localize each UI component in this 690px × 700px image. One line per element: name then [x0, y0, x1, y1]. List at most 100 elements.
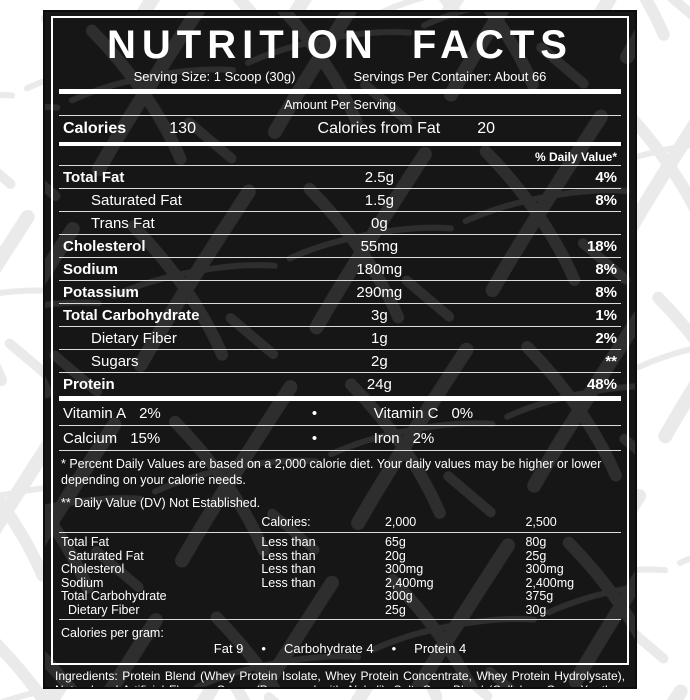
nutrient-dv: 18%: [586, 237, 617, 255]
vitamin-row-a-c: Vitamin A 2% • Vitamin C 0%: [59, 401, 621, 426]
bullet-separator: •: [391, 641, 397, 656]
reference-row-cholesterol: Cholesterol Less than 300mg 300mg: [59, 562, 621, 577]
ingredients-text: Ingredients: Protein Blend (Whey Protein…: [55, 669, 625, 687]
ref-value-2500: 2,400mg: [525, 575, 575, 590]
thick-rule: [59, 142, 621, 146]
nutrient-dv: 48%: [586, 376, 617, 393]
nutrient-label: Trans Fat: [91, 214, 155, 232]
ref-qualifier: Less than: [261, 562, 316, 576]
ref-label: Saturated Fat: [68, 548, 144, 563]
nutrient-dv: 4%: [595, 168, 617, 186]
ref-label: Total Carbohydrate: [61, 589, 167, 603]
daily-value-header: % Daily Value*: [534, 150, 617, 164]
ref-value-2000: 300mg: [384, 562, 424, 576]
thin-rule: [59, 532, 621, 533]
vitamin-c-label: Vitamin C: [373, 404, 439, 422]
nutrient-row-total-fat: Total Fat 2.5g 4%: [59, 166, 621, 189]
nutrient-label: Sodium: [63, 260, 118, 278]
nutrient-dv: **: [605, 352, 617, 370]
nutrition-label: NUTRITION FACTS Serving Size: 1 Scoop (3…: [43, 10, 637, 689]
ref-qualifier: [261, 590, 385, 604]
thick-rule: [59, 89, 621, 94]
vitamin-row-calcium-iron: Calcium 15% • Iron 2%: [59, 426, 621, 451]
nutrient-amount: 24g: [366, 376, 392, 393]
reference-table: Calories: 2,000 2,500 Total Fat Less tha…: [59, 512, 621, 620]
nutrient-row-saturated-fat: Saturated Fat 1.5g 8%: [59, 189, 621, 212]
ingredients-paragraph: Ingredients: Protein Blend (Whey Protein…: [55, 669, 625, 687]
ref-value-2000: 25g: [384, 602, 406, 617]
reference-row-saturated-fat: Saturated Fat Less than 20g 25g: [59, 548, 621, 564]
nutrient-label: Saturated Fat: [91, 191, 182, 209]
nutrient-label: Dietary Fiber: [91, 329, 177, 347]
calories-value: 130: [169, 120, 196, 137]
calories-per-gram-label: Calories per gram:: [61, 626, 164, 640]
nutrient-row-cholesterol: Cholesterol 55mg 18%: [59, 235, 621, 258]
daily-values-footnote: * Percent Daily Values are based on a 2,…: [61, 457, 602, 487]
calories-label: Calories: [63, 120, 127, 137]
facts-panel: NUTRITION FACTS Serving Size: 1 Scoop (3…: [51, 16, 629, 665]
cpg-fat: Fat 9: [213, 641, 244, 656]
calories-row: Calories 130 Calories from Fat 20: [59, 116, 621, 142]
ref-value-2500: 300mg: [525, 562, 564, 576]
not-established-footnote: ** Daily Value (DV) Not Established.: [61, 496, 261, 510]
cpg-protein: Protein 4: [414, 641, 467, 656]
ref-value-2500: 80g: [525, 535, 547, 549]
nutrient-label: Sugars: [91, 352, 139, 370]
reference-row-dietary-fiber: Dietary Fiber 25g 30g: [59, 602, 621, 618]
ref-qualifier: Less than: [261, 575, 316, 590]
nutrient-amount: 3g: [370, 306, 388, 324]
ref-value-2500: 30g: [525, 602, 547, 617]
vitamin-a-label: Vitamin A: [63, 404, 127, 422]
nutrient-label: Total Carbohydrate: [63, 306, 200, 324]
nutrient-amount: 180mg: [356, 260, 403, 278]
label-title: NUTRITION FACTS: [107, 23, 573, 67]
nutrient-row-dietary-fiber: Dietary Fiber 1g 2%: [59, 327, 621, 350]
nutrient-amount: 0g: [370, 214, 388, 232]
nutrient-row-trans-fat: Trans Fat 0g: [59, 212, 621, 235]
ref-qualifier: [261, 604, 385, 618]
nutrient-amount: 1.5g: [364, 191, 394, 209]
servings-per-container: Servings Per Container: About 66: [353, 69, 547, 84]
ref-label: Total Fat: [61, 535, 109, 549]
bullet-separator: •: [311, 404, 318, 422]
nutrient-amount: 2g: [370, 352, 388, 370]
nutrient-amount: 55mg: [360, 237, 399, 255]
ref-label: Dietary Fiber: [68, 602, 140, 617]
nutrient-row-sugars: Sugars 2g **: [59, 350, 621, 373]
vitamin-a-value: 2%: [139, 404, 161, 422]
ref-value-2000: 20g: [384, 548, 406, 563]
nutrient-row-protein: Protein 24g 48%: [59, 373, 621, 396]
calcium-value: 15%: [130, 429, 161, 447]
col-2500-header: 2,500: [525, 515, 557, 529]
thin-rule: [59, 619, 621, 620]
reference-row-sodium: Sodium Less than 2,400mg 2,400mg: [59, 575, 621, 591]
nutrient-row-total-carbohydrate: Total Carbohydrate 3g 1%: [59, 304, 621, 327]
ref-label: Sodium: [61, 575, 104, 590]
thin-rule: [59, 115, 621, 116]
reference-row-total-carbohydrate: Total Carbohydrate 300g 375g: [59, 589, 621, 604]
nutrient-dv: 8%: [595, 260, 617, 278]
iron-value: 2%: [412, 429, 435, 447]
nutrient-amount: 290mg: [356, 283, 403, 301]
thin-rule: [59, 165, 621, 166]
nutrient-dv: 2%: [595, 329, 617, 347]
nutrient-dv: 8%: [595, 191, 617, 209]
bullet-separator: •: [311, 429, 318, 447]
serving-row: Serving Size: 1 Scoop (30g) Servings Per…: [59, 67, 621, 86]
nutrient-dv: 1%: [595, 306, 617, 324]
nutrient-row-potassium: Potassium 290mg 8%: [59, 281, 621, 304]
amount-per-serving-header: Amount Per Serving: [284, 98, 396, 112]
nutrient-label: Cholesterol: [63, 237, 146, 255]
ref-qualifier: Less than: [261, 535, 316, 549]
iron-pair: Iron 2%: [374, 430, 435, 447]
serving-size: Serving Size: 1 Scoop (30g): [133, 69, 296, 84]
reference-table-header: Calories: 2,000 2,500: [59, 512, 621, 530]
calories-from-fat-label: Calories from Fat: [317, 120, 441, 137]
calories-per-gram-values: Fat 9 • Carbohydrate 4 • Protein 4: [59, 640, 621, 659]
vitamin-c-value: 0%: [451, 404, 474, 422]
vitamin-c-pair: Vitamin C 0%: [374, 405, 473, 422]
reference-row-total-fat: Total Fat Less than 65g 80g: [59, 535, 621, 550]
nutrient-label: Protein: [63, 376, 115, 393]
iron-label: Iron: [373, 429, 400, 447]
calories-from-fat-value: 20: [477, 120, 496, 137]
